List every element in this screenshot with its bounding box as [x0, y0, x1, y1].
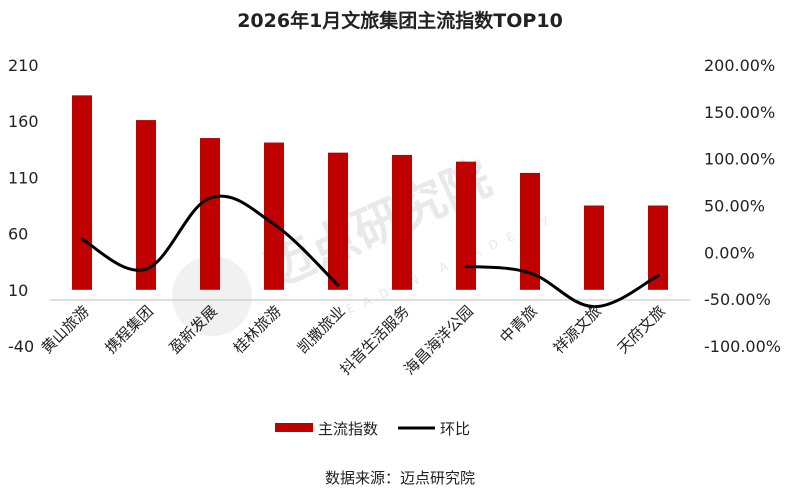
bar — [264, 142, 284, 290]
left-tick-label: 60 — [8, 225, 28, 244]
left-tick-label: 210 — [8, 56, 39, 75]
bar-series — [72, 95, 668, 290]
category-label: 凯撒旅业 — [294, 302, 349, 357]
line-segment — [464, 264, 660, 309]
legend-bar-label: 主流指数 — [318, 420, 378, 438]
watermark-logo-icon — [172, 256, 252, 336]
bar — [648, 205, 668, 290]
left-axis: 210 160 110 60 10 -40 — [8, 56, 39, 356]
left-tick-label: 110 — [8, 168, 39, 187]
source-note: 数据来源：迈点研究院 — [325, 469, 475, 487]
bar — [136, 120, 156, 290]
category-label: 海昌海洋公园 — [400, 302, 476, 378]
line-series — [80, 194, 660, 309]
bar — [520, 172, 540, 290]
bar — [72, 95, 92, 290]
left-tick-label: 10 — [8, 281, 28, 300]
bar — [200, 138, 220, 290]
category-label: 黄山旅游 — [38, 302, 93, 357]
legend: 主流指数 环比 — [275, 420, 470, 438]
right-axis: 200.00% 150.00% 100.00% 50.00% 0.00% -50.00% -… — [704, 56, 781, 356]
right-tick-label: 0.00% — [704, 243, 755, 262]
right-tick-label: -100.00% — [704, 337, 781, 356]
left-tick-label: -40 — [8, 337, 34, 356]
right-tick-label: 200.00% — [704, 56, 775, 75]
watermark: 迈点研究院 MEADIN ACADEMY — [172, 150, 560, 336]
right-tick-label: -50.00% — [704, 290, 771, 309]
line-segment — [80, 194, 340, 287]
bar — [456, 161, 476, 290]
right-tick-label: 150.00% — [704, 103, 775, 122]
bar — [584, 205, 604, 290]
bar — [328, 152, 348, 290]
left-tick-label: 160 — [8, 112, 39, 131]
chart-title: 2026年1月文旅集团主流指数TOP10 — [237, 9, 563, 32]
category-label: 中青旅 — [496, 302, 541, 347]
category-label: 天府文旅 — [614, 302, 669, 357]
category-label: 携程集团 — [102, 302, 157, 357]
right-tick-label: 50.00% — [704, 197, 765, 216]
category-label: 祥源文旅 — [550, 302, 605, 357]
legend-line-label: 环比 — [440, 420, 470, 438]
legend-bar-swatch — [275, 423, 313, 432]
right-tick-label: 100.00% — [704, 150, 775, 169]
bar — [392, 154, 412, 290]
